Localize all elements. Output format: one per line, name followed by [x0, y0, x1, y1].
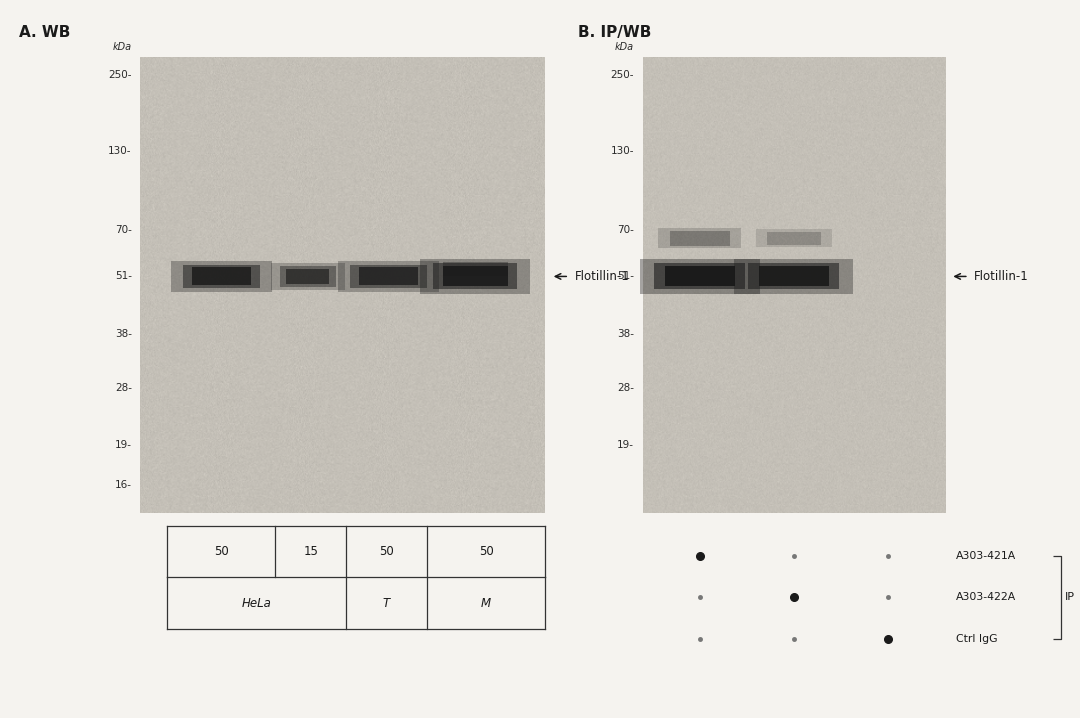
Bar: [443, 266, 508, 286]
Bar: [665, 266, 735, 286]
Bar: [350, 265, 428, 288]
Text: 130-: 130-: [108, 146, 132, 156]
Text: IP: IP: [1065, 592, 1075, 602]
Text: 28-: 28-: [617, 383, 634, 393]
Bar: [767, 232, 821, 245]
Text: T: T: [382, 597, 390, 610]
Text: kDa: kDa: [112, 42, 132, 52]
Text: 38-: 38-: [617, 329, 634, 339]
Bar: [192, 267, 251, 285]
Text: kDa: kDa: [615, 42, 634, 52]
Text: M: M: [481, 597, 491, 610]
Bar: [443, 262, 508, 276]
Text: 70-: 70-: [114, 225, 132, 235]
Text: 250-: 250-: [108, 70, 132, 80]
Bar: [756, 229, 832, 248]
Text: 15: 15: [303, 545, 319, 558]
Text: 130-: 130-: [610, 146, 634, 156]
Text: 250-: 250-: [610, 70, 634, 80]
Text: Flotillin-1: Flotillin-1: [575, 270, 630, 283]
Bar: [640, 259, 759, 294]
Text: 19-: 19-: [114, 440, 132, 450]
Text: 50: 50: [214, 545, 229, 558]
Bar: [433, 264, 517, 289]
Text: HeLa: HeLa: [242, 597, 271, 610]
Bar: [420, 259, 530, 294]
Text: Ctrl IgG: Ctrl IgG: [956, 634, 997, 644]
Text: Flotillin-1: Flotillin-1: [974, 270, 1029, 283]
Text: A. WB: A. WB: [19, 25, 71, 40]
Bar: [654, 264, 745, 289]
Text: 51-: 51-: [114, 271, 132, 281]
Bar: [280, 266, 336, 286]
Text: 50: 50: [478, 545, 494, 558]
Text: 50: 50: [379, 545, 394, 558]
Bar: [171, 261, 272, 292]
Text: B. IP/WB: B. IP/WB: [578, 25, 651, 40]
Bar: [671, 231, 730, 246]
Text: 19-: 19-: [617, 440, 634, 450]
Bar: [748, 264, 839, 289]
Text: 70-: 70-: [617, 225, 634, 235]
Bar: [286, 269, 329, 284]
Bar: [759, 266, 829, 286]
Text: 16-: 16-: [114, 480, 132, 490]
Text: A303-421A: A303-421A: [956, 551, 1016, 561]
Text: 38-: 38-: [114, 329, 132, 339]
Bar: [359, 267, 418, 285]
Bar: [271, 263, 345, 290]
Bar: [183, 265, 260, 288]
Bar: [734, 259, 853, 294]
Text: 28-: 28-: [114, 383, 132, 393]
Bar: [338, 261, 440, 292]
Bar: [659, 228, 741, 248]
Text: A303-422A: A303-422A: [956, 592, 1016, 602]
Text: 51-: 51-: [617, 271, 634, 281]
